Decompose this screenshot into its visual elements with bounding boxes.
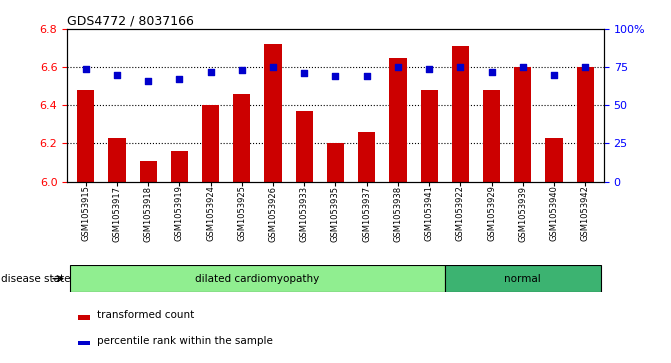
Bar (576, 67, 594, 182)
Bar (171, 151, 188, 182)
Text: GSM1053919: GSM1053919 (175, 185, 184, 241)
Bar (234, 94, 250, 182)
Text: GSM1053917: GSM1053917 (113, 185, 121, 242)
Text: transformed count: transformed count (97, 310, 194, 320)
Bar (389, 58, 407, 182)
Bar (327, 143, 344, 182)
Text: GSM1053937: GSM1053937 (362, 185, 371, 242)
Point (81, 66, 91, 72)
Point (236, 67, 247, 73)
Bar (358, 132, 375, 182)
Point (517, 64, 528, 70)
Bar (109, 138, 125, 182)
Bar (546, 138, 562, 182)
Point (486, 69, 497, 75)
Text: percentile rank within the sample: percentile rank within the sample (97, 336, 272, 346)
Text: GSM1053926: GSM1053926 (268, 185, 278, 242)
Bar (445, 265, 601, 292)
Bar (77, 90, 95, 182)
Bar (452, 46, 469, 182)
Point (393, 64, 403, 70)
Point (580, 64, 590, 70)
Text: normal: normal (505, 274, 541, 284)
Point (362, 73, 372, 79)
Point (143, 78, 154, 84)
Text: GSM1053918: GSM1053918 (144, 185, 153, 242)
Text: GSM1053938: GSM1053938 (393, 185, 403, 242)
Bar (264, 44, 282, 182)
Bar (78, 341, 90, 345)
Text: GSM1053942: GSM1053942 (580, 185, 590, 241)
Point (268, 64, 278, 70)
Text: GSM1053924: GSM1053924 (206, 185, 215, 241)
Bar (421, 90, 437, 182)
Bar (140, 160, 157, 182)
Bar (296, 111, 313, 182)
Point (330, 73, 341, 79)
Bar (78, 315, 90, 320)
Text: GSM1053935: GSM1053935 (331, 185, 340, 242)
Bar (483, 90, 500, 182)
Text: GSM1053941: GSM1053941 (425, 185, 433, 241)
Point (205, 69, 216, 75)
Text: dilated cardiomyopathy: dilated cardiomyopathy (195, 274, 319, 284)
Text: GDS4772 / 8037166: GDS4772 / 8037166 (67, 15, 194, 28)
Point (299, 70, 309, 76)
Text: GSM1053925: GSM1053925 (238, 185, 246, 241)
Text: GSM1053915: GSM1053915 (81, 185, 91, 241)
Point (455, 64, 466, 70)
Bar (202, 105, 219, 182)
Text: GSM1053929: GSM1053929 (487, 185, 496, 241)
Point (424, 66, 435, 72)
Text: GSM1053922: GSM1053922 (456, 185, 465, 241)
Bar (514, 67, 531, 182)
Text: GSM1053940: GSM1053940 (550, 185, 558, 241)
Bar (70, 265, 445, 292)
Point (111, 72, 122, 78)
Point (174, 77, 185, 82)
Point (549, 72, 560, 78)
Text: GSM1053933: GSM1053933 (300, 185, 309, 242)
Text: GSM1053939: GSM1053939 (518, 185, 527, 242)
Text: disease state: disease state (1, 274, 71, 284)
